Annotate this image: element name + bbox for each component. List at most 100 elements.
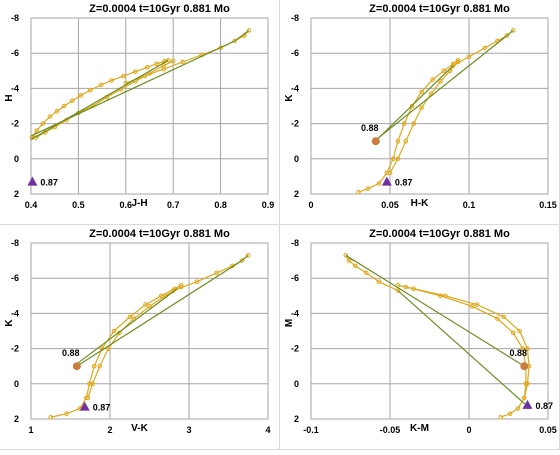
isochrone-point [376, 181, 382, 186]
mass-marker-label: 0.88 [62, 348, 80, 358]
chart-title: Z=0.0004 t=10Gyr 0.881 Mo [369, 3, 510, 15]
isochrone-point [395, 156, 401, 162]
isochrone-point [48, 414, 54, 420]
isochrone-point [78, 93, 84, 98]
isochrone-point [401, 121, 407, 126]
chart-svg-k-vs-hk: Z=0.0004 t=10Gyr 0.881 Mo0 0.05 0.1 0.1520-… [284, 3, 557, 210]
isochrone-point [395, 138, 401, 144]
y-tick-label: 0 [14, 154, 19, 164]
x-tick-label: 0.5 [72, 200, 85, 210]
isochrone-point [495, 316, 500, 321]
y-axis-label: K [4, 319, 15, 327]
y-tick-label: 2 [294, 189, 299, 199]
x-tick-label: 2 [107, 425, 112, 435]
isochrone-point [364, 270, 369, 276]
isochrone-point [376, 279, 382, 285]
mass-marker-label: 0.87 [93, 403, 111, 413]
isochrone-point [232, 38, 238, 44]
mass-marker-circle [520, 362, 529, 371]
chart-title: Z=0.0004 t=10Gyr 0.881 Mo [89, 3, 230, 15]
connecting-line [397, 290, 527, 406]
isochrone-point [61, 103, 67, 109]
chart-panel-k-vs-hk: Z=0.0004 t=10Gyr 0.881 Mo 0 0.05 0.1 0.15 2 0-… [280, 0, 560, 225]
isochrone-point [239, 258, 245, 263]
isochrone-point [246, 28, 252, 33]
isochrone-point [469, 304, 475, 309]
x-tick-label: 0.9 [262, 200, 275, 210]
isochrone-point [127, 314, 133, 320]
y-tick-label: -4 [11, 83, 19, 93]
isochrone-point [525, 346, 530, 351]
y-tick-label: 0 [14, 379, 19, 389]
isochrone-point [111, 328, 117, 334]
isochrone-point [409, 103, 415, 109]
plot-border [30, 17, 269, 195]
x-tick-label: 0.7 [167, 200, 180, 210]
isochrone-point [91, 363, 97, 369]
y-tick-label: -6 [291, 273, 299, 283]
y-tick-label: -2 [11, 344, 19, 354]
isochrone-curve [345, 255, 399, 292]
x-tick-label: 0.05 [381, 200, 399, 210]
chart-panel-h-vs-jh: Z=0.0004 t=10Gyr 0.881 Mo 0.4 0.5 0.6 0.7 0.8… [0, 0, 280, 225]
y-axis-label: M [284, 319, 295, 327]
isochrone-curve [405, 286, 527, 398]
x-tick-label: 3 [186, 425, 191, 435]
isochrone-point [365, 186, 371, 192]
isochrone-point [523, 381, 529, 387]
x-axis-label: J-H [131, 198, 147, 209]
mass-marker-circle [371, 137, 380, 146]
connecting-line [373, 29, 514, 142]
isochrone-point [474, 302, 480, 307]
isochrone-point [214, 270, 219, 276]
y-tick-label: 2 [294, 414, 299, 424]
isochrone-point [504, 33, 510, 38]
isochrone-point [515, 406, 521, 411]
x-tick-label: -0.05 [380, 425, 401, 435]
isochrone-curve [358, 59, 459, 193]
isochrone-point [466, 54, 472, 60]
isochrone-point [132, 69, 138, 74]
chart-svg-h-vs-jh: Z=0.0004 t=10Gyr 0.881 Mo 0.4 0.5 0.6 0.7 0.8… [4, 3, 275, 210]
chart-panel-k-vs-vk: Z=0.0004 t=10Gyr 0.881 Mo 1 2 3 4 2 0 -2 -4 -6 -8 V… [0, 225, 280, 450]
isochrone-point [343, 253, 349, 258]
x-axis-label: K-M [410, 423, 429, 434]
x-tick-label: 0.1 [463, 200, 476, 210]
connecting-line [30, 59, 169, 140]
mass-marker-label: 0.88 [510, 348, 528, 358]
isochrone-point [438, 79, 443, 84]
isochrone-point [194, 279, 200, 285]
isochrone-point [507, 411, 513, 417]
isochrone-point [131, 316, 136, 321]
x-tick-label: 0 [308, 200, 313, 210]
y-tick-label: 0 [294, 379, 299, 389]
x-tick-label: 0.05 [539, 425, 557, 435]
isochrone-point [419, 89, 424, 95]
isochrone-point [98, 82, 104, 88]
x-tick-label: -0.1 [303, 425, 319, 435]
plot-border [310, 17, 549, 195]
isochrone-point [90, 381, 95, 387]
isochrone-point [121, 73, 126, 79]
x-tick-label: 0.4 [25, 200, 38, 210]
y-tick-label: -4 [291, 83, 299, 93]
x-tick-label: 4 [265, 425, 270, 435]
isochrone-point [438, 293, 443, 299]
mass-marker-label: 0.88 [361, 123, 379, 133]
isochrone-point [34, 128, 39, 133]
x-axis-label: H-K [411, 198, 430, 209]
isochrone-point [403, 284, 409, 290]
y-tick-label: -2 [291, 344, 299, 354]
connecting-line [345, 254, 525, 367]
isochrone-curve [31, 59, 169, 139]
isochrone-point [144, 64, 150, 70]
x-tick-label: 0 [466, 425, 471, 435]
y-tick-label: -6 [291, 48, 299, 58]
chart-svg-k-vs-vk: Z=0.0004 t=10Gyr 0.881 Mo1 2 3 420-2-4-6-8V… [4, 228, 271, 435]
isochrone-point [356, 189, 361, 195]
isochrone-point [154, 61, 159, 67]
chart-title: Z=0.0004 t=10Gyr 0.881 Mo [89, 228, 230, 240]
isochrone-point [64, 411, 69, 417]
isochrone-point [395, 288, 401, 293]
